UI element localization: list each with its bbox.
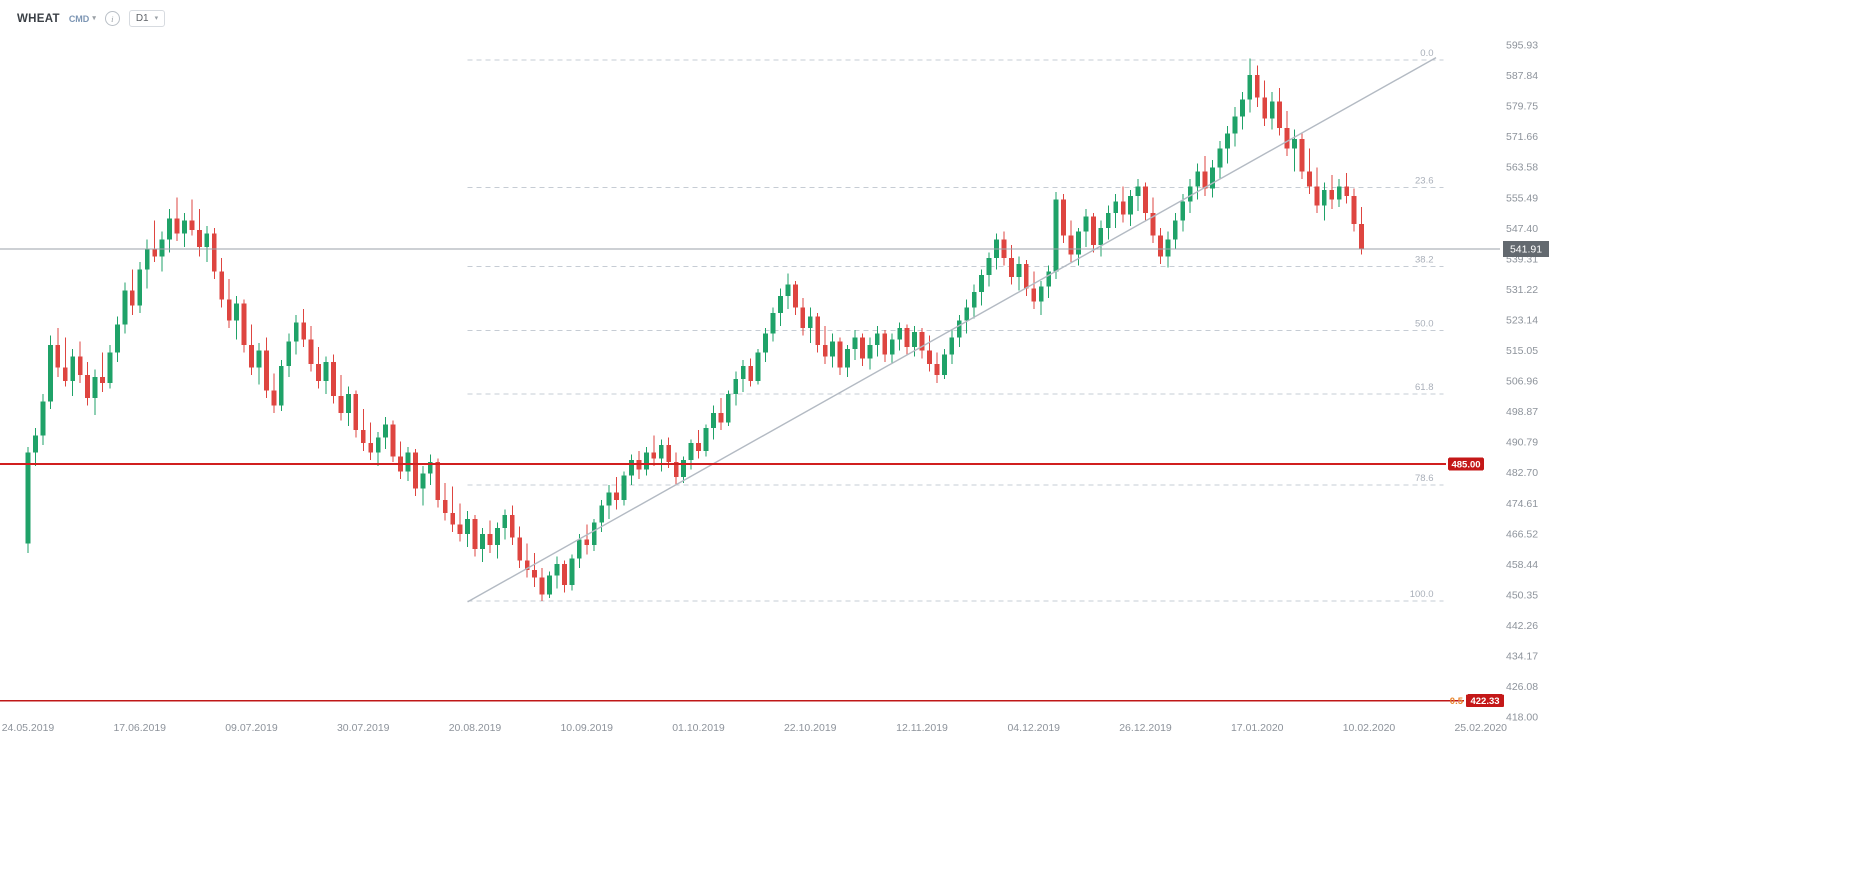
chevron-down-icon: ▾ [154, 15, 159, 22]
svg-text:571.66: 571.66 [1506, 131, 1538, 143]
svg-text:01.10.2019: 01.10.2019 [672, 722, 725, 734]
svg-text:434.17: 434.17 [1506, 651, 1538, 663]
svg-text:466.52: 466.52 [1506, 528, 1538, 540]
svg-text:450.35: 450.35 [1506, 589, 1538, 601]
svg-text:587.84: 587.84 [1506, 70, 1538, 82]
svg-text:22.10.2019: 22.10.2019 [784, 722, 837, 734]
trend-line[interactable] [467, 56, 1437, 603]
fib-level-label: 50.0 [1415, 318, 1434, 329]
timeframe-label: D1 [135, 13, 149, 24]
svg-text:24.05.2019: 24.05.2019 [2, 722, 55, 734]
svg-text:474.61: 474.61 [1506, 498, 1538, 510]
fib-level-label: 100.0 [1410, 589, 1434, 600]
fib-level-label: 78.6 [1415, 473, 1434, 484]
svg-text:555.49: 555.49 [1506, 192, 1538, 204]
svg-text:515.05: 515.05 [1506, 345, 1538, 357]
svg-text:563.58: 563.58 [1506, 162, 1538, 174]
svg-text:04.12.2019: 04.12.2019 [1007, 722, 1060, 734]
fib-level-label: 0.0 [1420, 48, 1433, 59]
fib-level-label: 38.2 [1415, 254, 1434, 265]
svg-text:485.00: 485.00 [1451, 460, 1480, 471]
svg-text:30.07.2019: 30.07.2019 [337, 722, 390, 734]
svg-text:579.75: 579.75 [1506, 101, 1538, 113]
svg-text:20.08.2019: 20.08.2019 [449, 722, 502, 734]
price-line-485.00[interactable]: 485.00 [0, 457, 1484, 471]
svg-text:482.70: 482.70 [1506, 467, 1538, 479]
svg-text:531.22: 531.22 [1506, 284, 1538, 296]
svg-text:498.87: 498.87 [1506, 406, 1538, 418]
svg-text:17.06.2019: 17.06.2019 [113, 722, 166, 734]
svg-text:418.00: 418.00 [1506, 712, 1538, 724]
symbol-name: WHEAT [17, 12, 60, 25]
svg-text:490.79: 490.79 [1506, 437, 1538, 449]
svg-text:25.02.2020: 25.02.2020 [1454, 722, 1507, 734]
chart-header: WHEAT CMD ▾ i D1 ▾ [17, 10, 166, 27]
svg-text:595.93: 595.93 [1506, 40, 1538, 52]
market-tag[interactable]: CMD ▾ [69, 14, 96, 24]
svg-text:442.26: 442.26 [1506, 620, 1538, 632]
price-line-422.33[interactable]: 0.5 422.33 [0, 694, 1504, 708]
market-tag-label: CMD [68, 13, 90, 24]
svg-text:10.02.2020: 10.02.2020 [1343, 722, 1396, 734]
fibonacci-retracement[interactable]: 0.0 23.6 38.2 50.0 61.8 78.6 100.0 [467, 48, 1444, 602]
svg-text:426.08: 426.08 [1506, 681, 1538, 693]
timeframe-selector[interactable]: D1 ▾ [128, 10, 166, 27]
svg-text:506.96: 506.96 [1506, 376, 1538, 388]
current-price-badge: 541.91 [1510, 244, 1542, 256]
svg-text:422.33: 422.33 [1470, 696, 1499, 707]
candlestick-series [25, 58, 1364, 601]
svg-text:523.14: 523.14 [1506, 314, 1538, 326]
current-price-line: 541.91 [0, 241, 1549, 258]
svg-text:458.44: 458.44 [1506, 559, 1538, 571]
svg-text:09.07.2019: 09.07.2019 [225, 722, 278, 734]
info-icon[interactable]: i [104, 11, 120, 26]
y-axis-labels[interactable]: 595.93 587.84 579.75 571.66 563.58 555.49 547.… [1506, 40, 1538, 724]
svg-text:10.09.2019: 10.09.2019 [560, 722, 613, 734]
fib-level-label: 61.8 [1415, 382, 1434, 393]
svg-text:17.01.2020: 17.01.2020 [1231, 722, 1284, 734]
order-size-label: 0.5 [1450, 696, 1464, 707]
svg-text:26.12.2019: 26.12.2019 [1119, 722, 1172, 734]
x-axis-labels[interactable]: 24.05.2019 17.06.2019 09.07.2019 30.07.2019… [2, 722, 1507, 734]
svg-text:12.11.2019: 12.11.2019 [896, 722, 948, 734]
chevron-down-icon: ▾ [92, 15, 96, 22]
fib-level-label: 23.6 [1415, 176, 1434, 187]
svg-text:547.40: 547.40 [1506, 223, 1538, 235]
